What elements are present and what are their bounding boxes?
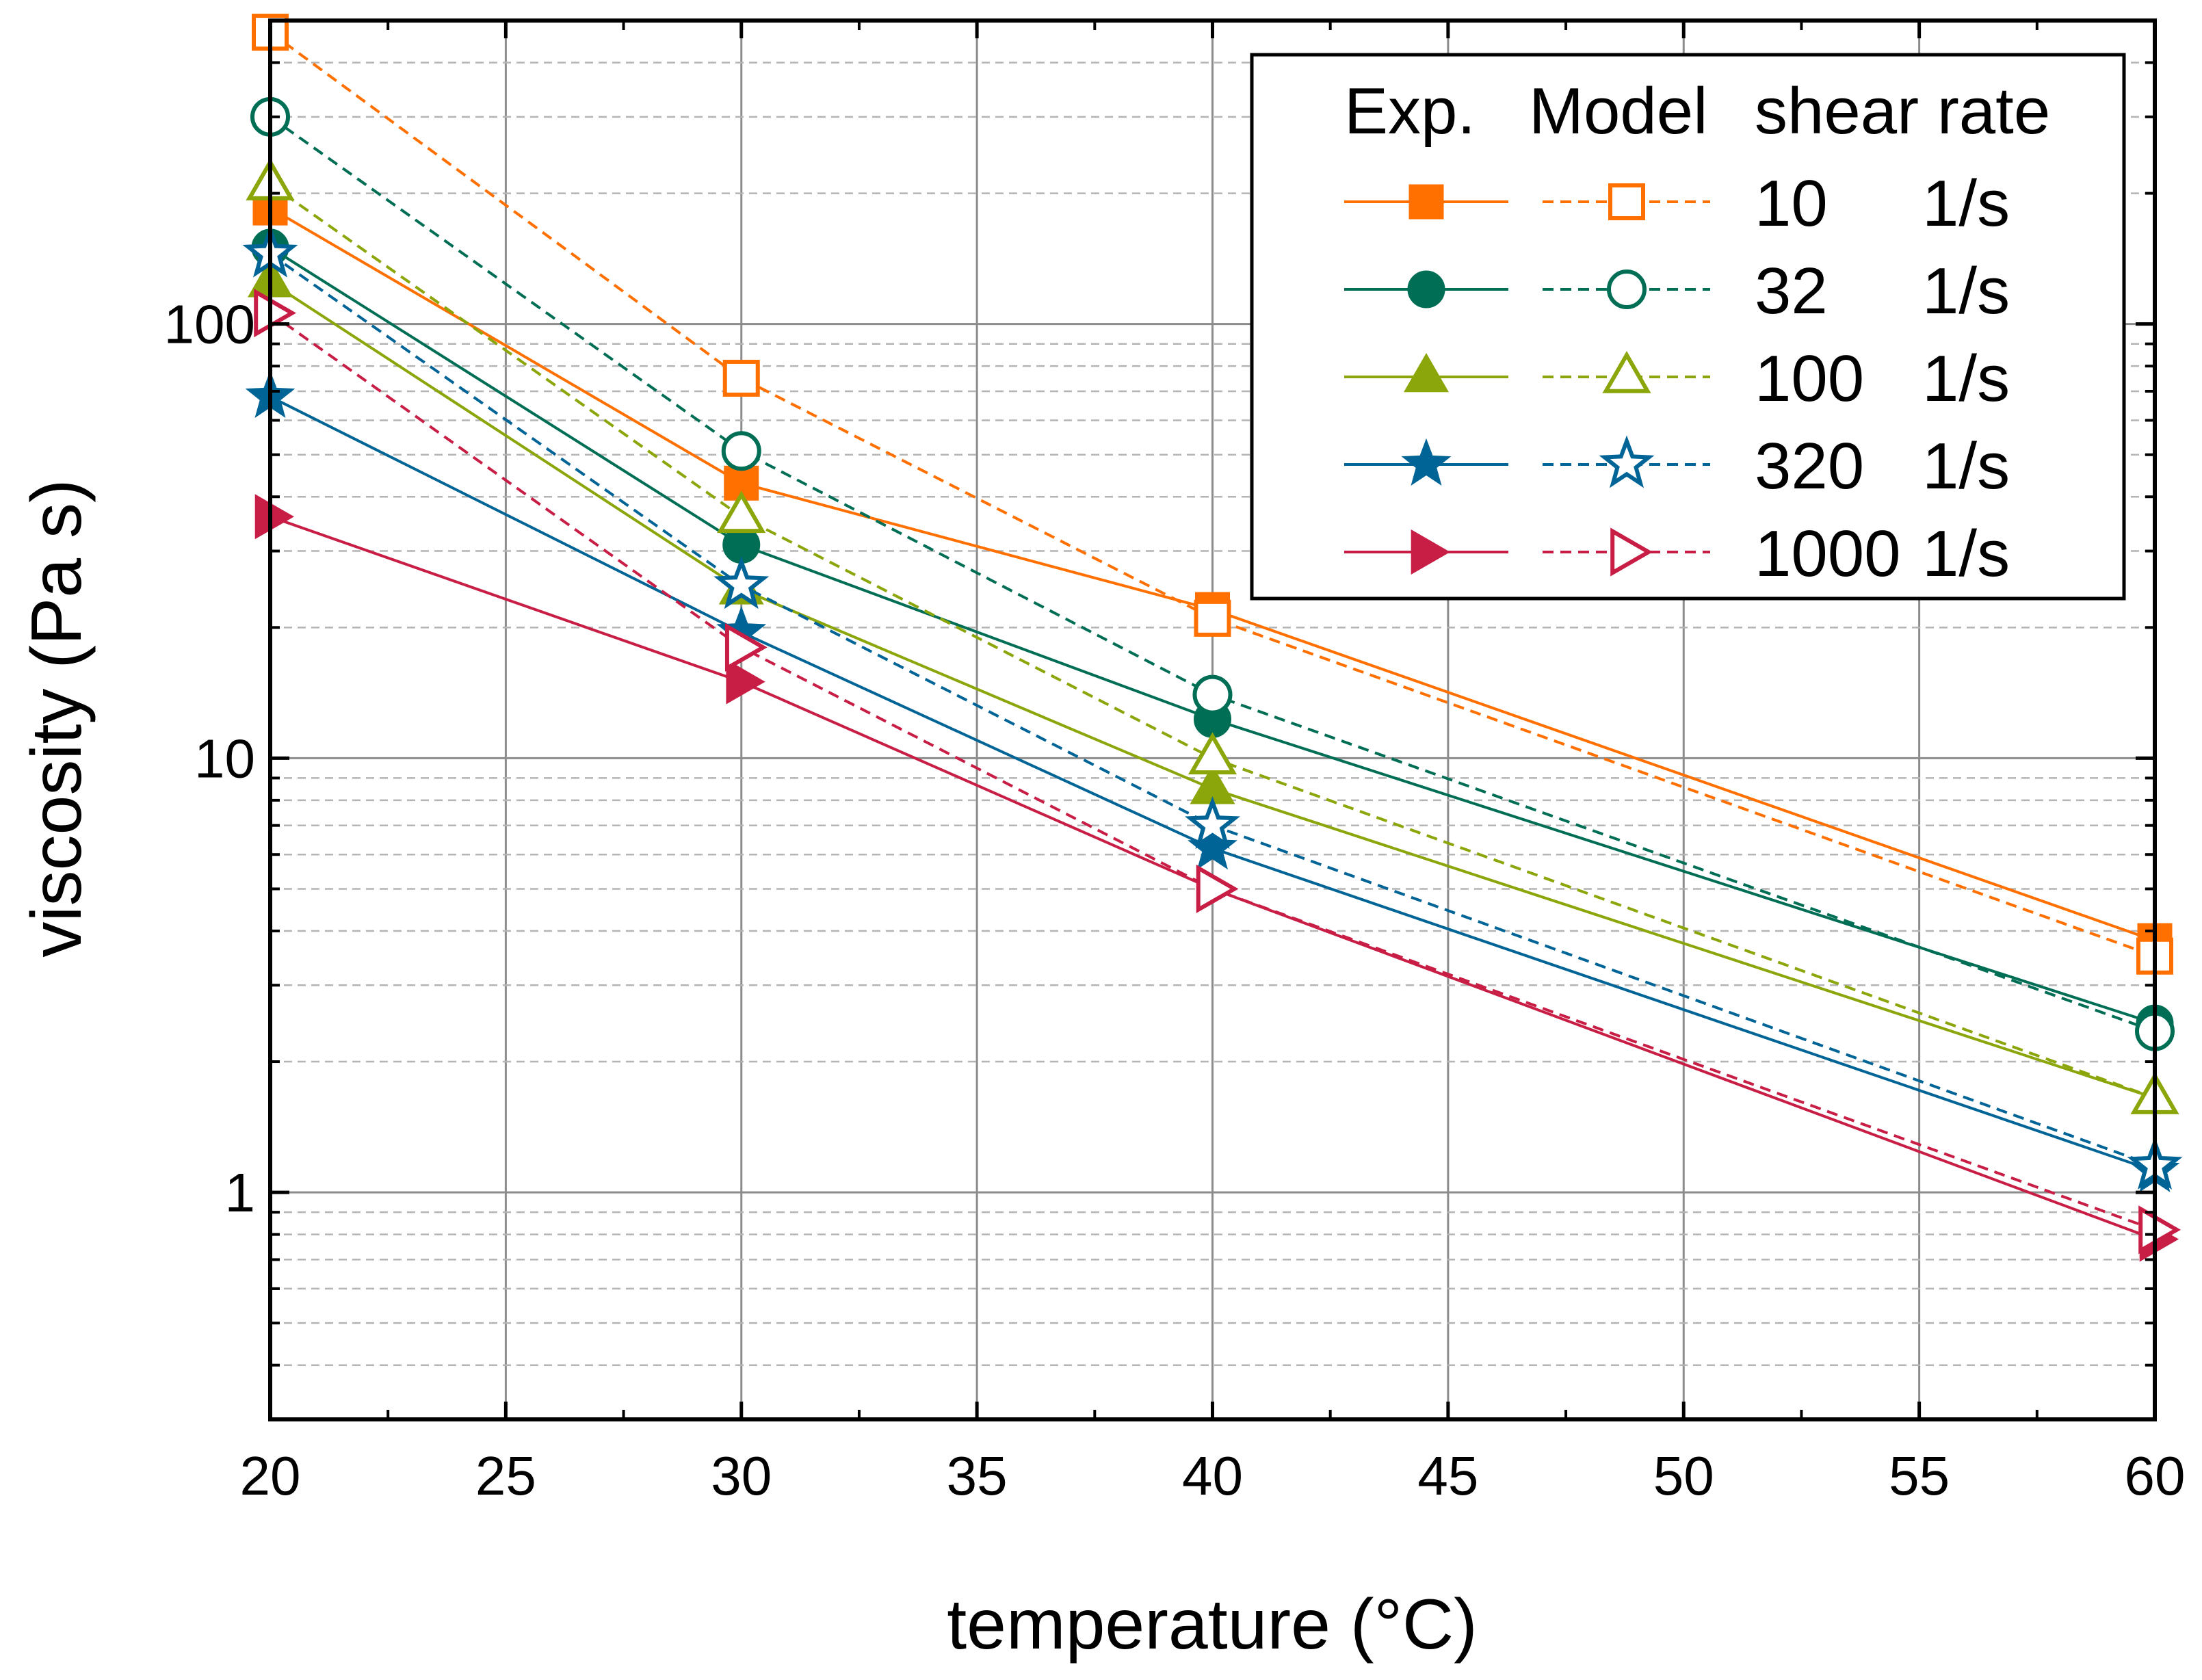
legend-label-320: 320 bbox=[1755, 430, 1864, 503]
x-axis-title: temperature (°C) bbox=[947, 1585, 1478, 1664]
model-point-10 bbox=[722, 359, 760, 397]
exp-line-32 bbox=[269, 246, 2155, 1025]
legend-unit: 1/s bbox=[1922, 167, 2010, 240]
legend-header-shear-rate: shear rate bbox=[1755, 75, 2050, 148]
x-tick-label: 25 bbox=[475, 1445, 536, 1506]
model-line-320 bbox=[269, 252, 2155, 1168]
legend-exp-marker-10 bbox=[1408, 184, 1444, 220]
legend-label-1000: 1000 bbox=[1755, 517, 1901, 590]
model-point-1000 bbox=[254, 289, 297, 338]
model-point-100 bbox=[1188, 732, 1237, 775]
legend-label-100: 100 bbox=[1755, 342, 1864, 415]
y-axis-title: viscosity (Pa s) bbox=[17, 479, 96, 957]
x-tick-label: 40 bbox=[1182, 1445, 1243, 1506]
x-tick-label: 45 bbox=[1417, 1445, 1478, 1506]
series-1000 bbox=[254, 289, 2181, 1262]
exp-line-100 bbox=[269, 280, 2155, 1099]
legend-unit: 1/s bbox=[1922, 517, 2010, 590]
model-line-1000 bbox=[269, 311, 2155, 1231]
legend-exp-marker-32 bbox=[1407, 270, 1445, 309]
legend-exp-marker-320 bbox=[1401, 438, 1452, 486]
model-point-32 bbox=[721, 431, 761, 471]
exp-point-320 bbox=[1188, 822, 1237, 870]
legend-header-exp: Exp. bbox=[1344, 75, 1476, 148]
model-point-100 bbox=[717, 490, 766, 534]
exp-point-1000 bbox=[254, 494, 295, 540]
y-tick-label: 1 bbox=[225, 1162, 256, 1223]
legend-model-marker-1000 bbox=[1610, 527, 1653, 577]
model-line-100 bbox=[269, 183, 2155, 1099]
legend-unit: 1/s bbox=[1922, 342, 2010, 415]
legend-box bbox=[1250, 53, 2126, 601]
x-tick-label: 20 bbox=[240, 1445, 301, 1506]
model-point-1000 bbox=[1196, 864, 1239, 914]
legend-exp-marker-1000 bbox=[1411, 529, 1451, 575]
legend-exp-marker-100 bbox=[1404, 352, 1449, 393]
x-tick-label: 60 bbox=[2125, 1445, 2186, 1506]
x-tick-label: 50 bbox=[1653, 1445, 1714, 1506]
model-point-320 bbox=[713, 556, 770, 609]
legend-label-32: 32 bbox=[1755, 254, 1828, 328]
exp-point-1000 bbox=[726, 659, 765, 705]
legend-header-model: Model bbox=[1529, 75, 1707, 148]
x-tick-label: 30 bbox=[711, 1445, 772, 1506]
legend-model-marker-100 bbox=[1602, 350, 1651, 393]
legend-model-marker-320 bbox=[1599, 435, 1655, 488]
model-point-1000 bbox=[724, 622, 768, 672]
legend: Exp. Model shear rate 10 1/s 32 1/s 100 1/s 32… bbox=[1250, 53, 2126, 601]
y-tick-label: 10 bbox=[194, 728, 255, 789]
model-line-32 bbox=[269, 116, 2155, 1033]
legend-model-marker-10 bbox=[1608, 183, 1645, 220]
legend-unit: 1/s bbox=[1922, 430, 2010, 503]
x-tick-label: 55 bbox=[1889, 1445, 1950, 1506]
model-point-1000 bbox=[2138, 1205, 2181, 1255]
legend-unit: 1/s bbox=[1922, 254, 2010, 328]
model-point-32 bbox=[1192, 674, 1233, 715]
exp-line-1000 bbox=[270, 515, 2155, 1241]
exp-line-10 bbox=[269, 207, 2155, 942]
legend-label-10: 10 bbox=[1755, 167, 1828, 240]
legend-model-marker-32 bbox=[1607, 270, 1647, 309]
ticks: 20 25 30 35 40 45 50 55 60 1 10 100 bbox=[164, 19, 2186, 1506]
y-tick-label: 100 bbox=[164, 294, 255, 355]
model-point-320 bbox=[1185, 796, 1240, 850]
model-point-10 bbox=[1194, 599, 1231, 637]
exp-line-320 bbox=[270, 395, 2155, 1172]
model-line-10 bbox=[269, 31, 2155, 958]
series-layer bbox=[242, 14, 2183, 1262]
x-tick-label: 35 bbox=[947, 1445, 1008, 1506]
